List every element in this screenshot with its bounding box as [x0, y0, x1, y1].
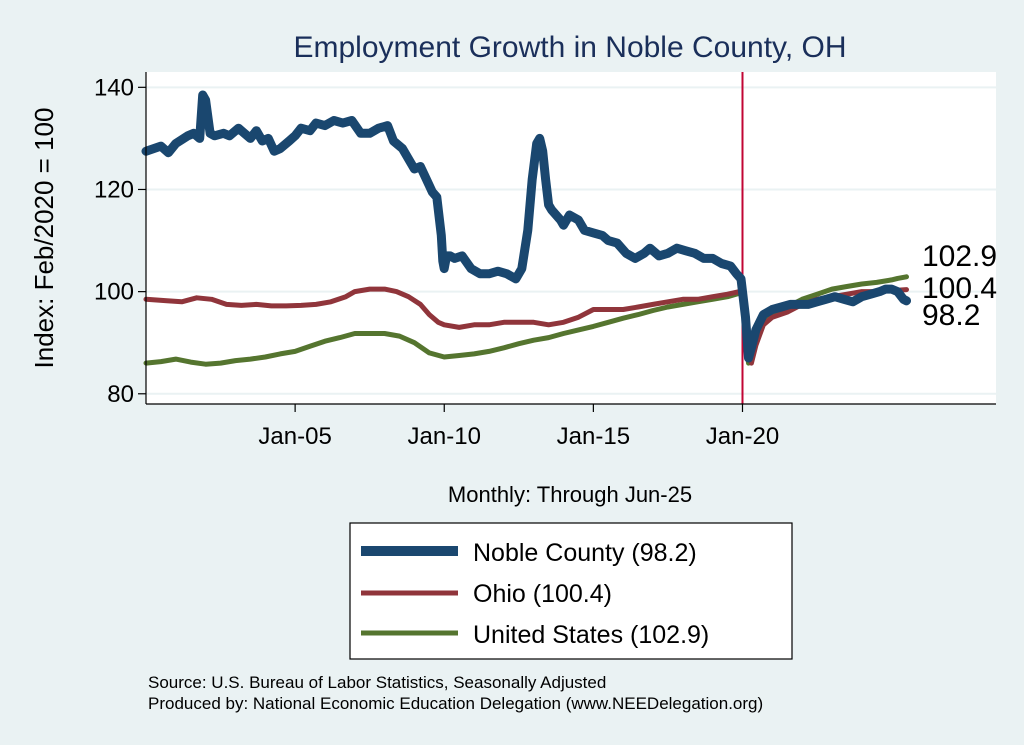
source-note: Source: U.S. Bureau of Labor Statistics,…: [148, 673, 606, 692]
end-label-ohio: 100.4: [922, 272, 997, 305]
legend-label-united-states: United States (102.9): [473, 621, 709, 649]
y-tick-label-120: 120: [94, 176, 134, 203]
legend-label-noble-county: Noble County (98.2): [473, 539, 697, 567]
x-tick-label-jan-10: Jan-10: [408, 423, 481, 450]
legend: Noble County (98.2) Ohio (100.4) United …: [349, 522, 793, 660]
end-label-noble-county: 98.2: [922, 299, 980, 332]
x-tick-label-jan-05: Jan-05: [258, 423, 331, 450]
gridlines: [146, 86, 996, 395]
x-axis-ticks: Jan-05 Jan-10 Jan-15 Jan-20: [258, 404, 779, 450]
y-tick-label-80: 80: [107, 381, 134, 408]
series-line-ohio: [143, 286, 909, 366]
x-tick-label-jan-15: Jan-15: [557, 423, 630, 450]
chart-title: Employment Growth in Noble County, OH: [294, 31, 847, 64]
series-line-noble-county: [141, 90, 911, 363]
produced-by-note: Produced by: National Economic Education…: [148, 694, 763, 713]
plot-area: [146, 72, 996, 404]
y-axis-label: Index: Feb/2020 = 100: [29, 108, 59, 369]
y-tick-label-140: 140: [94, 74, 134, 101]
end-label-united-states: 102.9: [922, 240, 997, 273]
series-lines: [141, 90, 911, 367]
x-tick-label-jan-20: Jan-20: [706, 423, 779, 450]
legend-label-ohio: Ohio (100.4): [473, 580, 612, 608]
y-axis-ticks: 80 100 120 140: [94, 74, 146, 408]
x-axis-label: Monthly: Through Jun-25: [448, 482, 692, 507]
y-tick-label-100: 100: [94, 279, 134, 306]
